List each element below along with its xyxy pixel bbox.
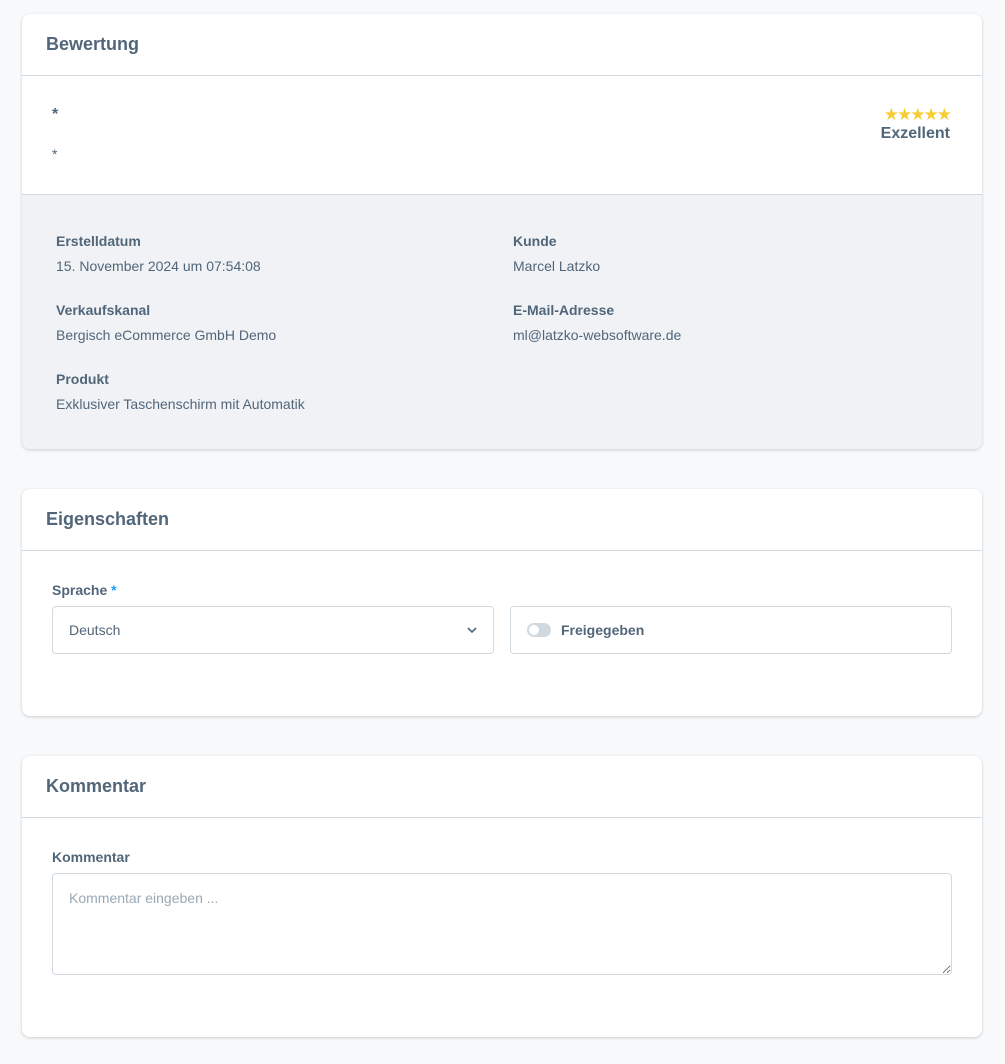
email-value: ml@latzko-websoftware.de <box>513 327 682 343</box>
email-field: E-Mail-Adresse ml@latzko-websoftware.de <box>513 302 681 343</box>
review-meta: Erstelldatum 15. November 2024 um 07:54:0… <box>22 195 982 449</box>
product-field: Produkt Exklusiver Taschenschirm mit Auto… <box>56 371 305 412</box>
created-label: Erstelldatum <box>56 233 141 249</box>
chevron-down-icon <box>467 627 477 633</box>
channel-value: Bergisch eCommerce GmbH Demo <box>56 327 277 343</box>
review-card: Bewertung * * ★★★★★ Exzellent Erstelldat… <box>22 14 982 449</box>
language-label-text: Sprache <box>52 582 108 598</box>
card-title: Eigenschaften <box>22 489 982 551</box>
approved-toggle[interactable]: Freigegeben <box>510 606 952 654</box>
card-title: Kommentar <box>22 756 982 818</box>
customer-label: Kunde <box>513 233 557 249</box>
language-label: Sprache * <box>52 582 117 598</box>
rating-label: Exzellent <box>880 125 950 142</box>
toggle-switch[interactable] <box>527 623 551 637</box>
review-body: * * ★★★★★ Exzellent <box>22 76 982 195</box>
language-value: Deutsch <box>69 622 121 638</box>
created-value: 15. November 2024 um 07:54:08 <box>56 258 261 274</box>
rating: ★★★★★ Exzellent <box>880 105 952 143</box>
star-icon: ★★★★★ <box>883 105 952 124</box>
channel-label: Verkaufskanal <box>56 302 151 318</box>
card-title: Bewertung <box>22 14 982 76</box>
product-label: Produkt <box>56 371 109 387</box>
created-field: Erstelldatum 15. November 2024 um 07:54:0… <box>56 233 261 274</box>
customer-field: Kunde Marcel Latzko <box>513 233 600 274</box>
required-mark: * <box>111 582 117 598</box>
properties-card: Eigenschaften Sprache * Deutsch Freigege… <box>22 489 982 716</box>
customer-value: Marcel Latzko <box>513 258 601 274</box>
review-content: * <box>52 146 58 162</box>
channel-field: Verkaufskanal Bergisch eCommerce GmbH Dem… <box>56 302 276 343</box>
language-select[interactable]: Deutsch <box>52 606 494 654</box>
review-headline: * <box>52 106 59 123</box>
comment-card: Kommentar Kommentar <box>22 756 982 1037</box>
approved-label: Freigegeben <box>561 622 645 638</box>
comment-label: Kommentar <box>52 849 130 865</box>
product-value: Exklusiver Taschenschirm mit Automatik <box>56 396 305 412</box>
email-label: E-Mail-Adresse <box>513 302 615 318</box>
comment-textarea[interactable] <box>52 873 952 975</box>
